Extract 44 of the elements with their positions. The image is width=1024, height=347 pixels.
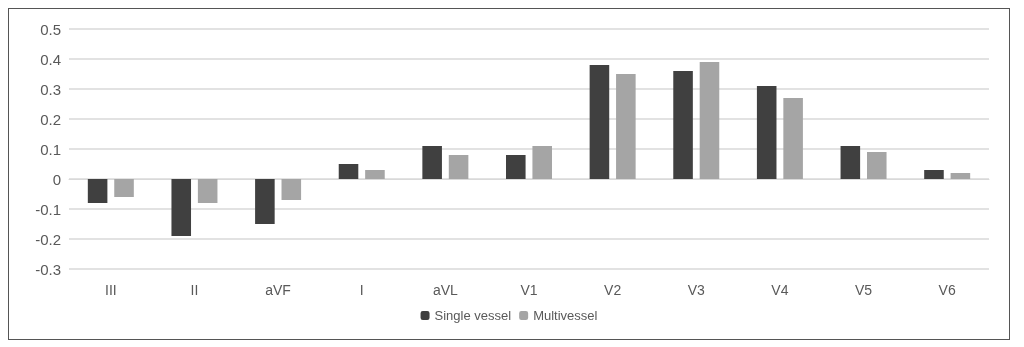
- bar: [756, 86, 777, 179]
- bar: [87, 179, 108, 203]
- bar: [197, 179, 218, 203]
- x-tick-label: II: [190, 282, 199, 298]
- bar: [840, 146, 861, 179]
- y-tick-label: 0.1: [40, 140, 61, 158]
- y-tick-label: 0: [52, 170, 61, 188]
- legend-label: Single vessel: [434, 308, 512, 323]
- x-tick-label: V6: [938, 282, 956, 298]
- bar: [532, 146, 552, 179]
- y-tick-label: -0.1: [35, 200, 61, 218]
- x-tick-label: V4: [771, 282, 789, 298]
- bar: [365, 170, 385, 179]
- bar: [422, 146, 442, 179]
- y-tick-label: 0.4: [40, 50, 61, 68]
- bar: [171, 179, 192, 236]
- bar: [673, 71, 693, 179]
- bar: [783, 98, 803, 179]
- y-tick-label: -0.2: [35, 230, 61, 248]
- bar: [589, 65, 610, 179]
- x-tick-label: V2: [604, 282, 622, 298]
- bar: [699, 62, 720, 179]
- bar: [924, 170, 944, 179]
- x-tick-label: III: [104, 282, 117, 298]
- bar: [338, 164, 359, 179]
- x-tick-label: V5: [854, 282, 873, 298]
- x-tick-label: aVL: [432, 282, 459, 298]
- x-tick-label: V1: [520, 282, 538, 298]
- y-tick-label: -0.3: [35, 260, 61, 278]
- x-tick-label: I: [359, 282, 364, 298]
- x-tick-label: V3: [687, 282, 706, 298]
- bar: [114, 179, 134, 197]
- x-tick-label: aVF: [265, 282, 291, 298]
- y-tick-label: 0.3: [40, 80, 61, 98]
- bar: [448, 155, 469, 179]
- bar: [950, 173, 971, 179]
- bar: [255, 179, 275, 224]
- y-tick-label: 0.2: [40, 110, 61, 128]
- legend-label: Multivessel: [533, 308, 598, 323]
- bar: [506, 155, 526, 179]
- bar: [281, 179, 302, 200]
- bar: [866, 152, 887, 179]
- y-tick-label: 0.5: [40, 20, 61, 38]
- bar: [616, 74, 636, 179]
